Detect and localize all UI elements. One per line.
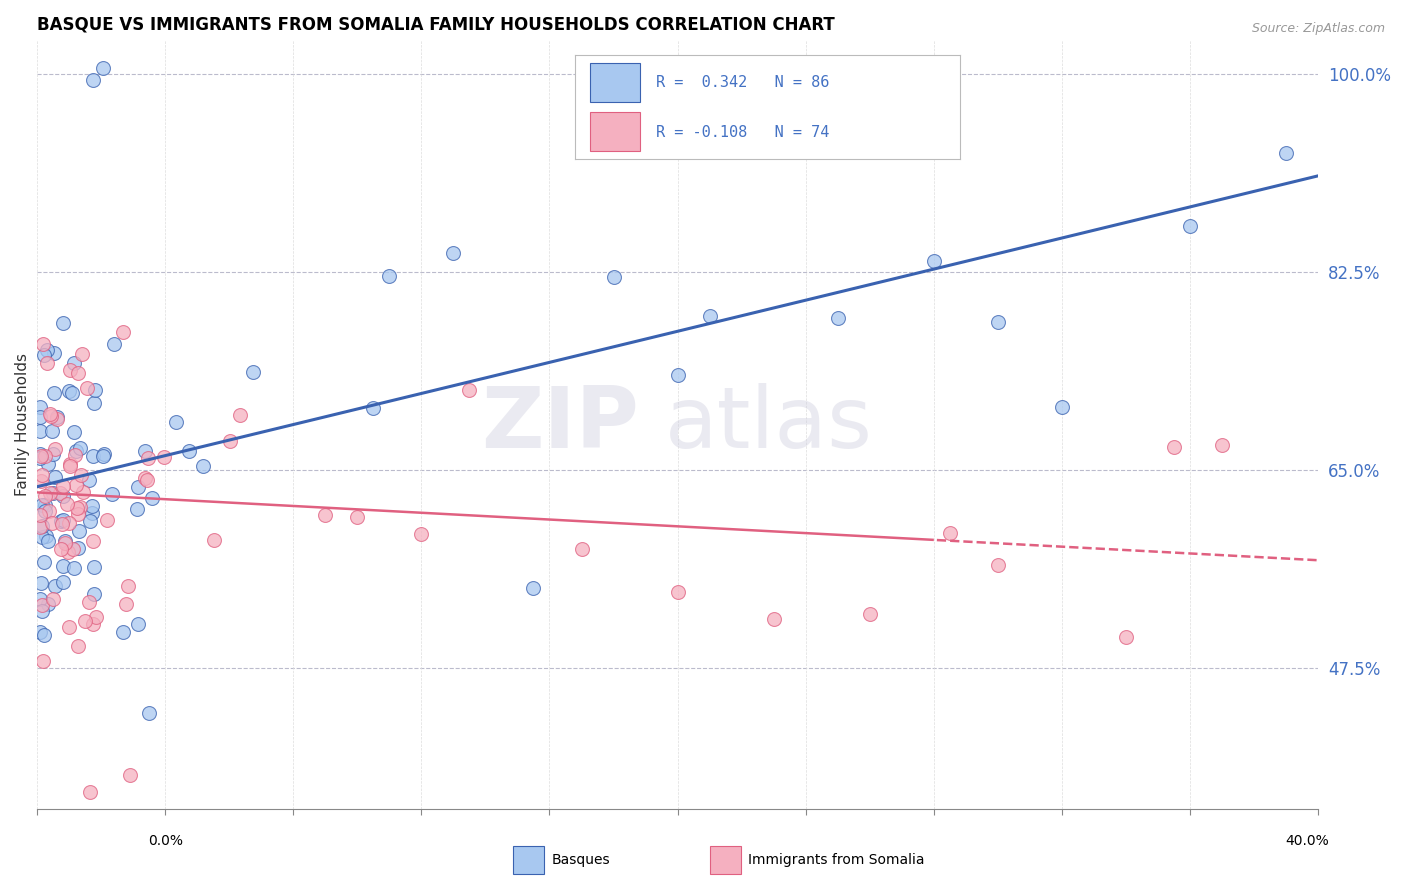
Basques bbox=[94, 63, 111, 74]
Text: 40.0%: 40.0% bbox=[1285, 834, 1329, 848]
Immigrants from Somalia bbox=[62, 365, 79, 376]
Immigrants from Somalia bbox=[139, 452, 156, 463]
Immigrants from Somalia bbox=[37, 491, 53, 501]
Immigrants from Somalia bbox=[115, 326, 132, 337]
Immigrants from Somalia bbox=[82, 787, 98, 797]
Text: ZIP: ZIP bbox=[481, 383, 640, 466]
Immigrants from Somalia bbox=[1166, 442, 1182, 452]
Basques bbox=[32, 449, 49, 459]
Basques bbox=[34, 532, 51, 542]
Text: 0.0%: 0.0% bbox=[148, 834, 183, 848]
Immigrants from Somalia bbox=[69, 502, 86, 513]
Basques bbox=[32, 578, 49, 589]
Basques bbox=[82, 516, 98, 527]
Immigrants from Somalia bbox=[117, 599, 134, 609]
Y-axis label: Family Households: Family Households bbox=[15, 353, 30, 496]
Text: Immigrants from Somalia: Immigrants from Somalia bbox=[748, 853, 925, 867]
Immigrants from Somalia bbox=[990, 560, 1007, 571]
Basques bbox=[84, 74, 101, 85]
Text: Source: ZipAtlas.com: Source: ZipAtlas.com bbox=[1251, 22, 1385, 36]
Text: atlas: atlas bbox=[665, 383, 873, 466]
Basques bbox=[141, 707, 157, 718]
Line: Immigrants from Somalia: Immigrants from Somalia bbox=[34, 325, 1229, 799]
Line: Basques: Basques bbox=[34, 62, 1294, 720]
Basques bbox=[1278, 148, 1295, 159]
Text: BASQUE VS IMMIGRANTS FROM SOMALIA FAMILY HOUSEHOLDS CORRELATION CHART: BASQUE VS IMMIGRANTS FROM SOMALIA FAMILY… bbox=[37, 15, 835, 33]
Immigrants from Somalia bbox=[221, 435, 238, 446]
Basques bbox=[103, 489, 120, 500]
Basques bbox=[990, 317, 1007, 327]
Text: Basques: Basques bbox=[551, 853, 610, 867]
